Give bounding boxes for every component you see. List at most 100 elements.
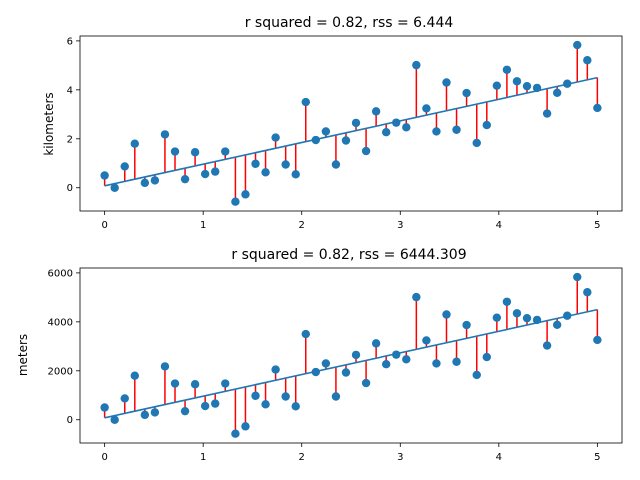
data-point <box>331 160 341 169</box>
data-point <box>593 103 602 113</box>
data-point <box>140 178 150 188</box>
data-point <box>472 138 481 148</box>
y-axis-label: kilometers <box>42 92 56 155</box>
data-point <box>593 335 602 345</box>
y-tick-label: 6000 <box>48 268 73 279</box>
data-point <box>291 170 300 179</box>
data-point <box>281 392 290 401</box>
data-point <box>241 190 250 199</box>
y-tick-label: 0 <box>67 415 73 426</box>
data-point <box>211 399 220 408</box>
fit-line <box>104 308 598 419</box>
data-point <box>402 355 411 364</box>
data-point <box>381 359 391 369</box>
y-axis-label: meters <box>16 334 30 376</box>
data-point <box>442 310 451 319</box>
axis-ticks: 0 1 2 3 4 5 0 2000 4000 6000 <box>48 268 601 463</box>
x-tick-label: 4 <box>496 220 502 231</box>
chart-panel-meters: r squared = 0.82, rss = 6444.309 meters … <box>16 247 623 463</box>
y-tick-label: 2 <box>67 134 73 145</box>
x-tick-label: 5 <box>594 452 600 463</box>
data-point <box>130 139 139 148</box>
data-point <box>170 147 180 156</box>
data-point <box>552 88 562 97</box>
chart-marks <box>100 40 602 206</box>
fit-line <box>104 76 598 187</box>
x-tick-label: 1 <box>200 220 206 231</box>
data-point <box>542 341 552 350</box>
axis-ticks: 0 1 2 3 4 5 0 2 4 6 <box>67 36 601 231</box>
data-point <box>522 313 532 323</box>
data-point <box>402 123 411 132</box>
data-point <box>452 357 461 366</box>
data-point <box>130 371 139 380</box>
data-point <box>361 146 371 156</box>
data-point <box>110 415 119 424</box>
data-point <box>261 400 270 409</box>
data-point <box>502 65 512 74</box>
x-tick-label: 2 <box>299 220 305 231</box>
data-point <box>120 394 129 403</box>
data-point <box>482 120 491 130</box>
data-point <box>271 133 280 142</box>
data-point <box>251 159 260 168</box>
data-point <box>341 136 351 145</box>
x-tick-label: 0 <box>101 452 107 463</box>
data-point <box>251 391 260 400</box>
data-point <box>512 77 522 86</box>
data-point <box>381 127 391 137</box>
x-tick-label: 5 <box>594 220 600 231</box>
data-point <box>160 362 170 371</box>
data-point <box>221 379 230 388</box>
data-point <box>361 378 371 388</box>
data-point <box>241 422 250 431</box>
data-point <box>261 168 270 177</box>
data-point <box>180 174 190 184</box>
data-point <box>512 309 522 318</box>
x-tick-label: 3 <box>397 220 403 231</box>
data-point <box>502 297 512 306</box>
data-point <box>432 127 441 136</box>
data-point <box>412 292 421 302</box>
data-point <box>100 171 109 180</box>
chart-marks <box>100 272 602 438</box>
x-tick-label: 3 <box>397 452 403 463</box>
data-point <box>120 162 129 171</box>
data-point <box>552 320 562 329</box>
data-point <box>291 402 300 411</box>
data-point <box>190 380 200 389</box>
data-point <box>422 336 431 345</box>
plot-frame <box>79 35 623 212</box>
data-point <box>432 359 441 368</box>
data-point <box>321 359 331 368</box>
data-point <box>211 167 220 176</box>
data-point <box>100 403 109 412</box>
data-point <box>150 176 160 185</box>
data-point <box>281 160 290 169</box>
data-point <box>522 81 532 91</box>
data-point <box>583 56 592 65</box>
data-point <box>371 107 381 116</box>
data-point <box>472 370 481 380</box>
data-point <box>422 104 431 113</box>
data-point <box>482 352 491 362</box>
data-point <box>190 148 200 157</box>
data-point <box>110 183 119 192</box>
data-point <box>271 365 280 374</box>
plot-frame <box>79 267 623 444</box>
data-point <box>331 392 341 401</box>
y-tick-label: 4 <box>67 85 73 96</box>
data-point <box>231 429 240 438</box>
x-tick-label: 0 <box>101 220 107 231</box>
data-point <box>583 288 592 297</box>
data-point <box>492 313 502 322</box>
y-tick-label: 4000 <box>48 317 73 328</box>
data-point <box>442 78 451 87</box>
x-tick-label: 2 <box>299 452 305 463</box>
data-point <box>221 147 230 156</box>
data-point <box>542 109 552 118</box>
data-point <box>321 127 331 136</box>
data-point <box>170 379 180 388</box>
